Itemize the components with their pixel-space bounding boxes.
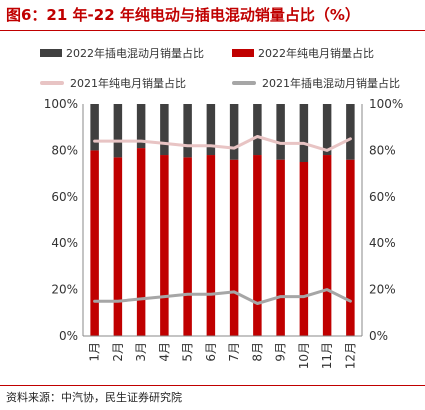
bar-bev-2022 [276,159,285,336]
y-tick-label-right: 80% [369,143,396,157]
bar-bev-2022 [253,155,262,336]
legend-item-bev-2021: 2021年纯电月销量占比 [40,75,186,91]
x-tick-label: 9月 [274,342,288,362]
bar-phev-2022 [322,104,332,156]
bar-bev-2022 [113,157,123,336]
y-tick-label-left: 80% [51,143,78,157]
legend-swatch-phev-2022 [40,49,62,57]
x-tick-label: 11月 [320,342,334,369]
y-tick-label-right: 100% [369,97,403,111]
bar-phev-2022 [183,104,192,158]
legend-label-phev-2021: 2021年插电混动月销量占比 [262,77,400,90]
y-tick-label-right: 0% [369,329,388,343]
legend-item-phev-2022: 2022年插电混动月销量占比 [40,45,204,61]
bar-phev-2022 [276,104,285,160]
title-divider [0,30,425,31]
bar-bev-2022 [183,157,192,336]
x-tick-label: 10月 [297,342,311,369]
bar-phev-2022 [299,104,309,162]
legend-swatch-bev-2022 [232,49,254,57]
y-tick-label-right: 60% [369,190,396,204]
bars-layer [90,104,355,336]
y-tick-label-left: 40% [51,236,78,250]
line-bev-2021 [93,135,352,152]
axes-layer: 0% 0% 20% 20% 40% 40% 60% 60% 80% 80% 100% 100% 1月 2月… [44,97,404,369]
bar-phev-2022 [136,104,146,149]
chart-title: 图6：21 年-22 年纯电动与插电混动销量占比（%） [6,6,360,24]
lines-layer [93,135,352,305]
bar-bev-2022 [206,155,216,336]
x-tick-label: 3月 [134,342,148,362]
chart-plot: 0% 0% 20% 20% 40% 40% 60% 60% 80% 80% 100% 100% 1月 2月… [44,97,404,369]
y-tick-label-left: 0% [59,329,78,343]
bar-bev-2022 [136,148,146,336]
bar-bev-2022 [322,155,332,336]
legend-label-bev-2021: 2021年纯电月销量占比 [70,77,186,90]
legend-item-bev-2022: 2022年纯电月销量占比 [232,45,374,61]
x-tick-label: 6月 [204,342,218,362]
legend-label-phev-2022: 2022年插电混动月销量占比 [66,47,204,60]
legend-swatch-bev-2021 [40,81,64,85]
x-tick-label: 8月 [250,342,264,362]
legend-item-phev-2021: 2021年插电混动月销量占比 [232,75,400,91]
source-note: 资料来源：中汽协，民生证券研究院 [6,391,182,404]
x-tick-label: 1月 [88,342,102,362]
x-tick-label: 12月 [343,342,357,369]
y-tick-label-left: 20% [51,283,78,297]
x-tick-label: 2月 [111,342,125,362]
bar-bev-2022 [299,162,309,336]
x-tick-label: 4月 [157,342,171,362]
bar-phev-2022 [160,104,169,156]
bar-phev-2022 [113,104,123,158]
y-tick-label-left: 60% [51,190,78,204]
y-tick-label-left: 100% [44,97,78,111]
y-tick-label-right: 20% [369,283,396,297]
bar-bev-2022 [346,159,355,336]
bar-phev-2022 [229,104,239,160]
bar-bev-2022 [160,155,169,336]
legend-swatch-phev-2021 [232,81,256,85]
bar-phev-2022 [253,104,262,156]
bar-phev-2022 [90,104,99,151]
bar-bev-2022 [229,159,239,336]
y-tick-label-right: 40% [369,236,396,250]
line-phev-2021 [93,288,352,305]
bar-phev-2022 [206,104,216,156]
bar-bev-2022 [90,150,99,336]
bar-phev-2022 [346,104,355,160]
x-tick-label: 5月 [181,342,195,362]
source-divider [0,385,425,386]
x-tick-label: 7月 [227,342,241,362]
legend-label-bev-2022: 2022年纯电月销量占比 [258,47,374,60]
